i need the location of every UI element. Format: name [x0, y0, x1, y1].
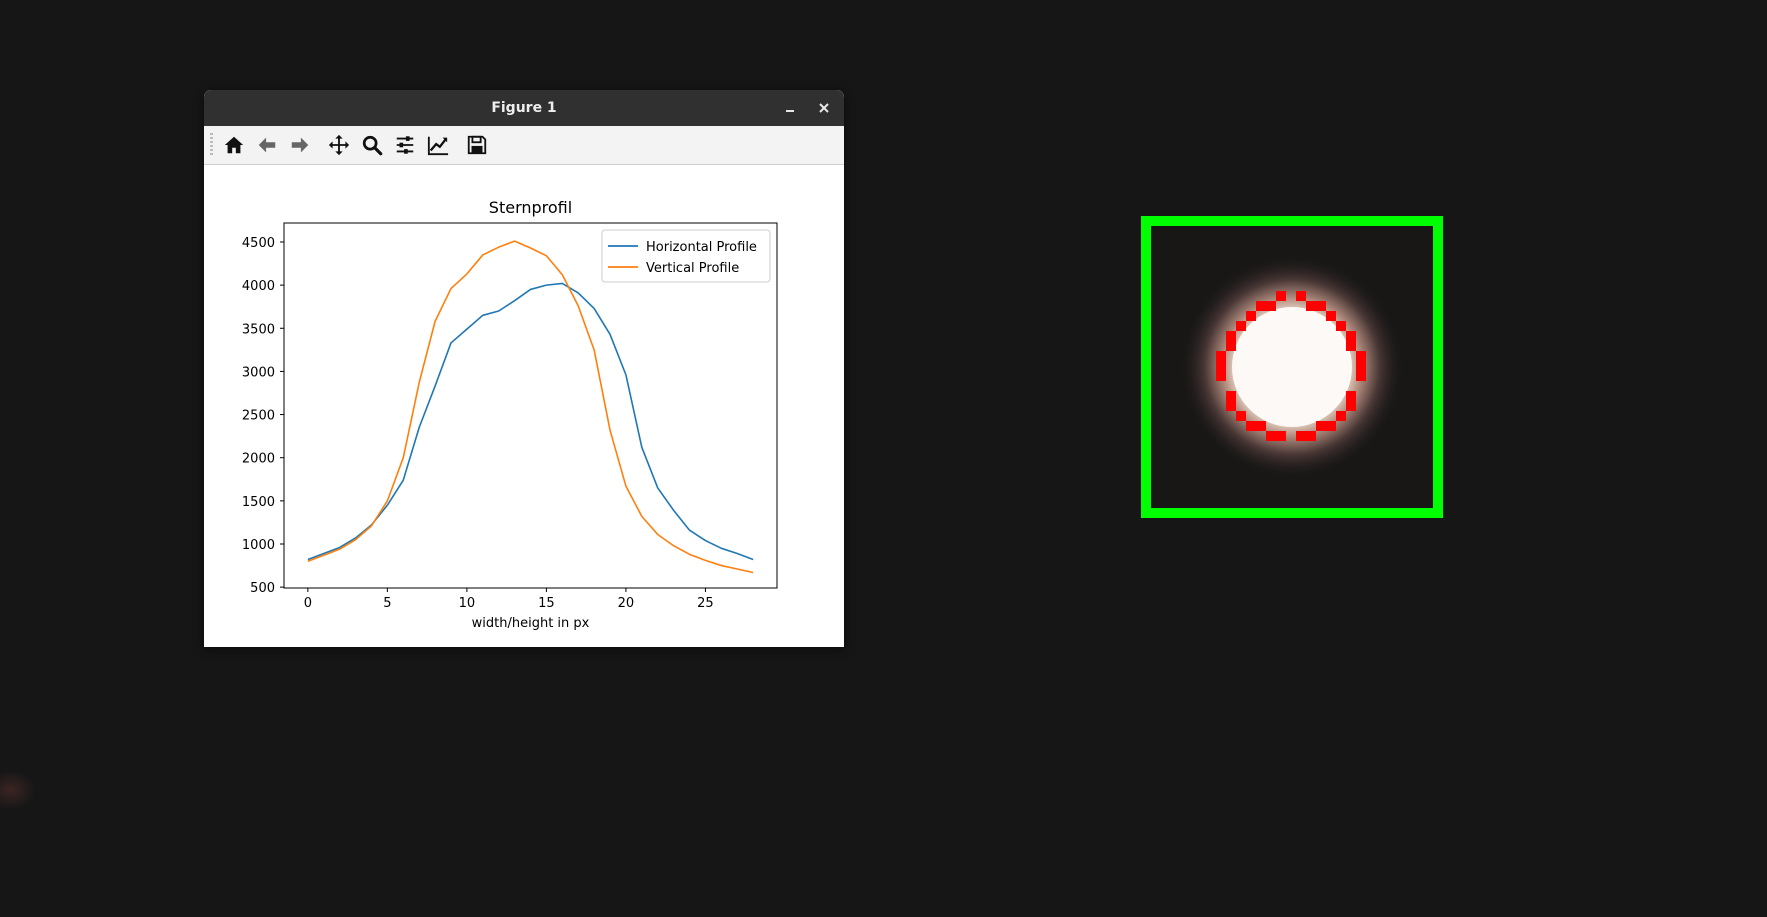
profile-chart[interactable]: 0 5 10 15 20 25 500 1000 1500 2000 2500 3000 3500 400…: [204, 165, 844, 647]
forward-button[interactable]: [285, 130, 315, 160]
marker-pixel: [1306, 301, 1316, 311]
sliders-icon: [396, 136, 414, 154]
marker-pixel: [1226, 391, 1236, 401]
roi-box: [1141, 216, 1443, 518]
series-line-horizontal: [307, 282, 754, 561]
figure-canvas[interactable]: 0 5 10 15 20 25 500 1000 1500 2000 2500 3000 3500 400…: [204, 165, 844, 647]
y-tick-label: 4500: [242, 236, 275, 251]
marker-pixel: [1336, 321, 1346, 331]
magnifier-icon: [362, 135, 383, 156]
marker-pixel: [1336, 411, 1346, 421]
marker-pixel: [1296, 291, 1306, 301]
marker-pixel: [1356, 351, 1366, 361]
zoom-button[interactable]: [357, 130, 387, 160]
arrow-left-icon: [258, 137, 276, 153]
y-tick-label: 1500: [242, 495, 275, 510]
marker-pixel: [1216, 351, 1226, 361]
marker-pixel: [1316, 301, 1326, 311]
marker-pixel: [1316, 421, 1326, 431]
close-button[interactable]: [812, 96, 836, 120]
star-roi-view: [1141, 216, 1443, 518]
marker-pixel: [1256, 421, 1266, 431]
edit-axes-button[interactable]: [423, 130, 453, 160]
pan-button[interactable]: [324, 130, 354, 160]
marker-pixel: [1276, 291, 1286, 301]
marker-pixel: [1356, 371, 1366, 381]
marker-pixel: [1346, 401, 1356, 411]
toolbar: [204, 126, 844, 165]
marker-pixel: [1226, 401, 1236, 411]
home-icon: [224, 136, 244, 154]
series-line-vertical: [307, 240, 754, 574]
legend-label: Horizontal Profile: [646, 240, 757, 255]
legend-box: [601, 229, 771, 283]
move-icon: [328, 134, 350, 156]
star-marker-ring: [1216, 291, 1366, 441]
marker-pixel: [1216, 371, 1226, 381]
minimize-icon: [786, 110, 794, 112]
x-tick-label: 15: [538, 596, 555, 611]
y-tick-label: 500: [250, 581, 275, 596]
x-tick-label: 0: [304, 596, 312, 611]
marker-pixel: [1346, 341, 1356, 351]
x-tick-label: 25: [697, 596, 714, 611]
marker-pixel: [1266, 301, 1276, 311]
save-button[interactable]: [462, 130, 492, 160]
marker-pixel: [1326, 311, 1336, 321]
line-chart-icon: [427, 136, 449, 156]
x-tick-label: 10: [459, 596, 476, 611]
marker-pixel: [1346, 331, 1356, 341]
marker-pixel: [1356, 361, 1366, 371]
marker-pixel: [1346, 391, 1356, 401]
axes-frame: [283, 222, 778, 589]
back-button[interactable]: [252, 130, 282, 160]
marker-pixel: [1216, 361, 1226, 371]
x-axis-label: width/height in px: [472, 616, 590, 631]
marker-pixel: [1306, 431, 1316, 441]
faint-star: [0, 770, 36, 810]
y-tick-label: 1000: [242, 538, 275, 553]
title-bar[interactable]: Figure 1: [204, 90, 844, 126]
x-tick-label: 5: [383, 596, 391, 611]
marker-pixel: [1326, 421, 1336, 431]
chart-title: Sternprofil: [489, 198, 572, 217]
minimize-button[interactable]: [778, 96, 802, 120]
figure-window[interactable]: Figure 1: [204, 90, 844, 647]
marker-pixel: [1236, 321, 1246, 331]
marker-pixel: [1266, 431, 1276, 441]
x-tick-label: 20: [618, 596, 635, 611]
marker-pixel: [1236, 411, 1246, 421]
y-tick-label: 4000: [242, 279, 275, 294]
window-title: Figure 1: [491, 100, 557, 116]
floppy-disk-icon: [467, 135, 487, 155]
marker-pixel: [1246, 311, 1256, 321]
subplots-button[interactable]: [390, 130, 420, 160]
close-icon: [819, 103, 829, 113]
y-tick-label: 3000: [242, 365, 275, 380]
legend-label: Vertical Profile: [646, 261, 739, 276]
star-core: [1232, 307, 1352, 427]
home-button[interactable]: [219, 130, 249, 160]
toolbar-grip[interactable]: [210, 133, 213, 157]
marker-pixel: [1296, 431, 1306, 441]
y-tick-label: 3500: [242, 322, 275, 337]
marker-pixel: [1246, 421, 1256, 431]
marker-pixel: [1226, 341, 1236, 351]
marker-pixel: [1256, 301, 1266, 311]
y-tick-label: 2000: [242, 452, 275, 467]
arrow-right-icon: [291, 137, 309, 153]
y-tick-label: 2500: [242, 409, 275, 424]
marker-pixel: [1276, 431, 1286, 441]
marker-pixel: [1226, 331, 1236, 341]
